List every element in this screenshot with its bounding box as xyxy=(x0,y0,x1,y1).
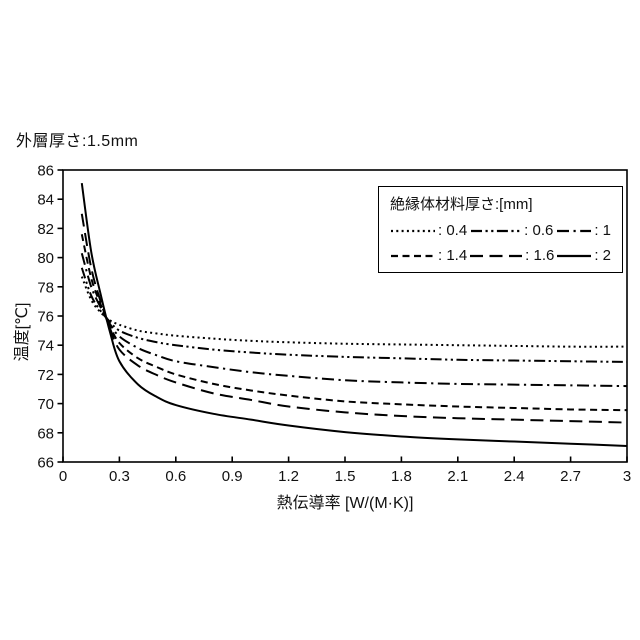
x-tick-label: 0.9 xyxy=(222,468,243,485)
x-tick-label: 1.2 xyxy=(278,468,299,485)
legend-entry-1mm: : 1 xyxy=(556,222,611,239)
x-tick-label: 2.4 xyxy=(504,468,525,485)
legend-entry-label: : 1.4 xyxy=(438,247,468,264)
y-tick-label: 86 xyxy=(37,163,54,180)
series-line-1mm xyxy=(80,252,628,388)
legend-entry-0.6mm: : 0.6 xyxy=(470,222,553,239)
y-tick-label: 76 xyxy=(37,309,54,326)
legend-line-sample xyxy=(557,229,592,232)
legend-entry-label: : 2 xyxy=(594,247,611,264)
legend-row: : 0.4 : 0.6 : 1 xyxy=(390,222,611,239)
series-line-2mm xyxy=(80,183,628,447)
series-line-1.4mm xyxy=(80,234,628,412)
figure-caption: 外層厚さ:1.5mm xyxy=(16,133,139,150)
y-tick-label: 78 xyxy=(37,279,54,296)
y-tick-label: 68 xyxy=(37,425,54,442)
legend-entry-label: : 1 xyxy=(594,222,611,239)
legend-line-sample xyxy=(391,229,435,232)
legend-entry-1.4mm: : 1.4 xyxy=(390,247,467,264)
legend-entry-0.4mm: : 0.4 xyxy=(390,222,467,239)
series-line-0.6mm xyxy=(80,267,628,363)
x-axis-title: 熱伝導率 [W/(M·K)] xyxy=(276,495,414,512)
y-tick-label: 70 xyxy=(37,396,54,413)
y-tick-label: 66 xyxy=(37,455,54,472)
legend-row: : 1.4 : 1.6 : 2 xyxy=(390,247,611,264)
x-tick-label: 1.8 xyxy=(391,468,412,485)
y-tick-label: 72 xyxy=(37,367,54,384)
x-tick-label: 1.5 xyxy=(335,468,356,485)
y-axis-title: 温度[℃] xyxy=(14,302,31,362)
legend-entry-2mm: : 2 xyxy=(556,247,611,264)
legend-line-sample xyxy=(391,254,435,257)
legend-entry-label: : 0.4 xyxy=(438,222,468,239)
legend-line-sample xyxy=(470,254,523,257)
legend-box: 絶縁体材料厚さ:[mm] : 0.4 : 0.6 : 1 : 1.4 : 1.6 : 2 xyxy=(378,186,623,273)
x-tick-label: 2.1 xyxy=(447,468,468,485)
legend-entry-label: : 1.6 xyxy=(525,247,555,264)
y-tick-label: 74 xyxy=(37,338,54,355)
x-tick-label: 0.3 xyxy=(109,468,130,485)
x-tick-label: 3 xyxy=(623,468,631,485)
y-tick-label: 84 xyxy=(37,192,54,209)
legend-line-sample xyxy=(557,254,592,257)
y-tick-label: 82 xyxy=(37,221,54,238)
legend-entry-1.6mm: : 1.6 xyxy=(469,247,554,264)
x-tick-label: 0 xyxy=(59,468,67,485)
y-tick-label: 80 xyxy=(37,250,54,267)
x-tick-label: 0.6 xyxy=(165,468,186,485)
x-tick-label: 2.7 xyxy=(560,468,581,485)
legend-title: 絶縁体材料厚さ:[mm] xyxy=(390,196,533,213)
legend-line-sample xyxy=(471,229,522,232)
series-line-0.4mm xyxy=(80,276,628,348)
legend-entry-label: : 0.6 xyxy=(524,222,554,239)
